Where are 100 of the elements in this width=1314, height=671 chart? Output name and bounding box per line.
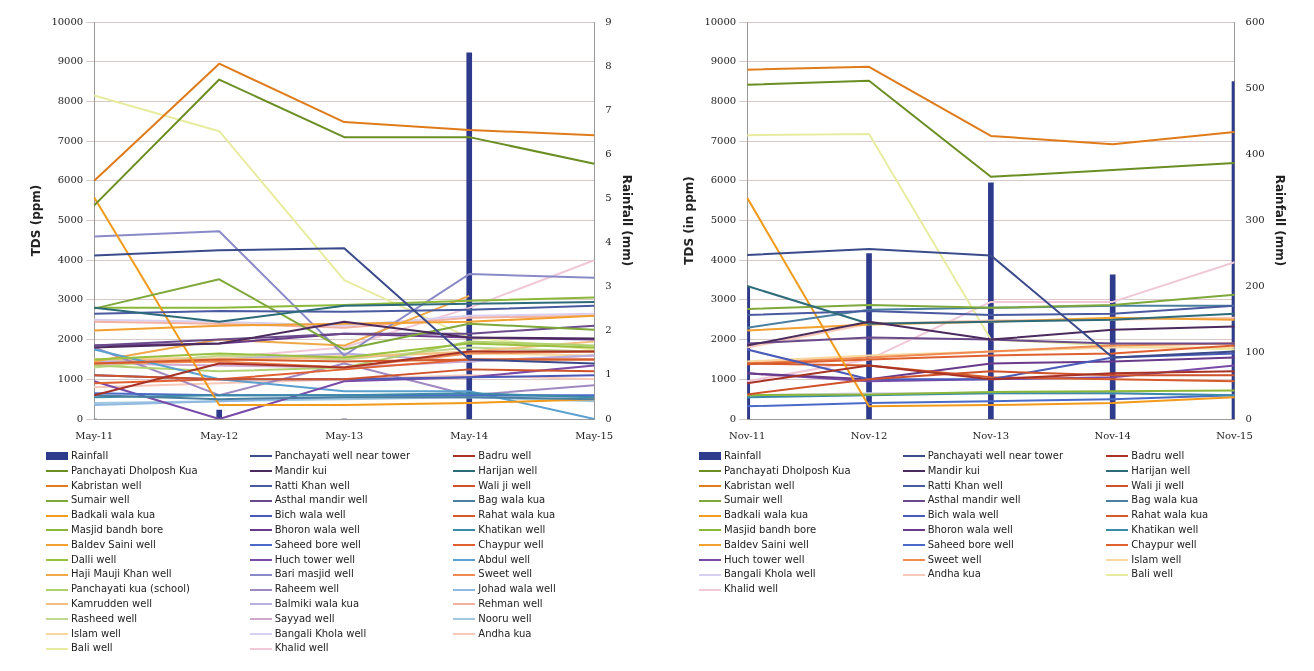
legend-label: Sweet well: [477, 567, 534, 582]
legend-label: Baldev Saini well: [723, 537, 810, 552]
legend-label: Kamrudden well: [70, 596, 153, 611]
legend-label: Badkali wala kua: [70, 508, 157, 523]
legend-label: Rainfall: [70, 449, 110, 463]
x-tick-label: May-14: [450, 429, 489, 441]
legend-label: Saheed bore well: [273, 537, 362, 552]
x-tick-label: May-13: [325, 429, 364, 441]
legend-label: Nooru well: [477, 611, 533, 626]
legend-label: Badkali wala kua: [723, 508, 810, 523]
y2-axis-title: Rainfall (mm): [619, 174, 634, 267]
legend-label: Baldev Saini well: [70, 537, 157, 552]
legend-label: Bag wala kua: [477, 493, 547, 508]
x-tick-label: May-15: [575, 429, 614, 441]
legend-label: Andha kua: [926, 567, 982, 582]
y2-tick-label: 5: [605, 192, 612, 204]
legend-label: Bangali Khola well: [273, 626, 368, 641]
y-tick-label: 5000: [57, 214, 84, 226]
legend-label: Ratti Khan well: [926, 478, 1004, 493]
y-tick-label: 6000: [57, 174, 84, 186]
legend-label: Rasheed well: [70, 611, 139, 626]
legend-label: Andha kua: [477, 626, 533, 641]
y2-tick-label: 3: [605, 280, 612, 292]
y2-tick-label: 2: [605, 324, 612, 336]
y2-tick-label: 9: [605, 15, 612, 27]
y-tick-label: 3000: [710, 293, 737, 305]
legend-label: Masjid bandh bore: [70, 523, 165, 537]
legend-label: Panchayati Dholposh Kua: [70, 463, 199, 478]
x-tick-label: Nov-11: [728, 429, 766, 441]
legend-label: Masjid bandh bore: [723, 523, 818, 537]
y-tick-label: 8000: [57, 94, 84, 106]
legend-label: Kabristan well: [723, 478, 796, 493]
legend-label: Sayyad well: [273, 611, 336, 626]
legend-label: Wali ji well: [477, 478, 533, 493]
x-tick-label: May-11: [75, 429, 114, 441]
legend-label: Bari masjid well: [273, 567, 355, 582]
x-tick-label: Nov-14: [1094, 429, 1131, 441]
y-tick-label: 6000: [710, 174, 737, 186]
y-tick-label: 5000: [710, 214, 737, 226]
x-tick-label: Nov-15: [1216, 429, 1253, 441]
y-tick-label: 9000: [710, 55, 737, 67]
y-axis-title: TDS (ppm): [29, 184, 44, 257]
y-tick-label: 0: [729, 412, 737, 424]
legend-label: Balmiki wala kua: [273, 596, 361, 611]
legend-label: Mandir kui: [273, 463, 328, 478]
legend-label: Harijan well: [477, 463, 539, 478]
legend-label: Rahat wala kua: [1130, 508, 1210, 523]
y-tick-label: 2000: [710, 333, 737, 345]
legend-label: Rehman well: [477, 596, 544, 611]
y2-tick-label: 300: [1245, 214, 1265, 226]
legend-label: Kabristan well: [70, 478, 143, 493]
y2-tick-label: 6: [605, 147, 612, 159]
y2-tick-label: 500: [1245, 81, 1265, 93]
y2-tick-label: 7: [605, 103, 612, 115]
legend-label: Harijan well: [1130, 463, 1192, 478]
y2-axis-title: Rainfall (mm): [1272, 174, 1287, 267]
y2-tick-label: 400: [1245, 147, 1265, 159]
y2-tick-label: 100: [1245, 346, 1265, 358]
y2-tick-label: 4: [605, 236, 612, 248]
legend-label: Mandir kui: [926, 463, 981, 478]
legend-label: Panchayati well near tower: [926, 449, 1065, 463]
y2-tick-label: 0: [1245, 412, 1252, 424]
legend-label: Bali well: [70, 641, 114, 656]
legend-label: Khatikan well: [477, 523, 547, 537]
legend-label: Asthal mandir well: [926, 493, 1022, 508]
x-tick-label: Nov-12: [850, 429, 888, 441]
y-tick-label: 3000: [57, 293, 84, 305]
legend-label: Sumair well: [723, 493, 784, 508]
legend-label: Khatikan well: [1130, 523, 1200, 537]
legend-label: Badru well: [1130, 449, 1186, 463]
legend-label: Islam well: [70, 626, 122, 641]
legend-label: Badru well: [477, 449, 533, 463]
legend-label: Saheed bore well: [926, 537, 1015, 552]
legend-label: Chaypur well: [477, 537, 545, 552]
legend-label: Huch tower well: [273, 552, 357, 567]
legend-label: Johad wala well: [476, 582, 557, 597]
legend-label: Panchayati kua (school): [70, 582, 191, 597]
y-tick-label: 8000: [710, 94, 737, 106]
y2-tick-label: 200: [1245, 280, 1265, 292]
y-tick-label: 4000: [710, 253, 737, 265]
x-tick-label: May-12: [200, 429, 239, 441]
legend-label: Haji Mauji Khan well: [70, 567, 173, 582]
y-tick-label: 1000: [710, 372, 737, 384]
legend-label: Bich wala well: [926, 508, 1000, 523]
y-tick-label: 7000: [710, 134, 737, 146]
legend-label: Khalid well: [723, 582, 779, 597]
legend-label: Rahat wala kua: [477, 508, 557, 523]
y-tick-label: 0: [76, 412, 84, 424]
legend-label: Chaypur well: [1130, 537, 1198, 552]
legend-label: Bangali Khola well: [723, 567, 817, 582]
y2-tick-label: 0: [605, 412, 612, 424]
y-tick-label: 7000: [57, 134, 84, 146]
legend-label: Huch tower well: [723, 552, 806, 567]
y2-tick-label: 600: [1245, 15, 1265, 27]
y-axis-title: TDS (in ppm): [682, 176, 697, 265]
legend-label: Bhoron wala well: [926, 523, 1014, 537]
legend-label: Sumair well: [70, 493, 131, 508]
legend-label: Panchayati well near tower: [273, 449, 412, 463]
legend-label: Bhoron wala well: [273, 523, 361, 537]
legend-label: Abdul well: [477, 552, 532, 567]
